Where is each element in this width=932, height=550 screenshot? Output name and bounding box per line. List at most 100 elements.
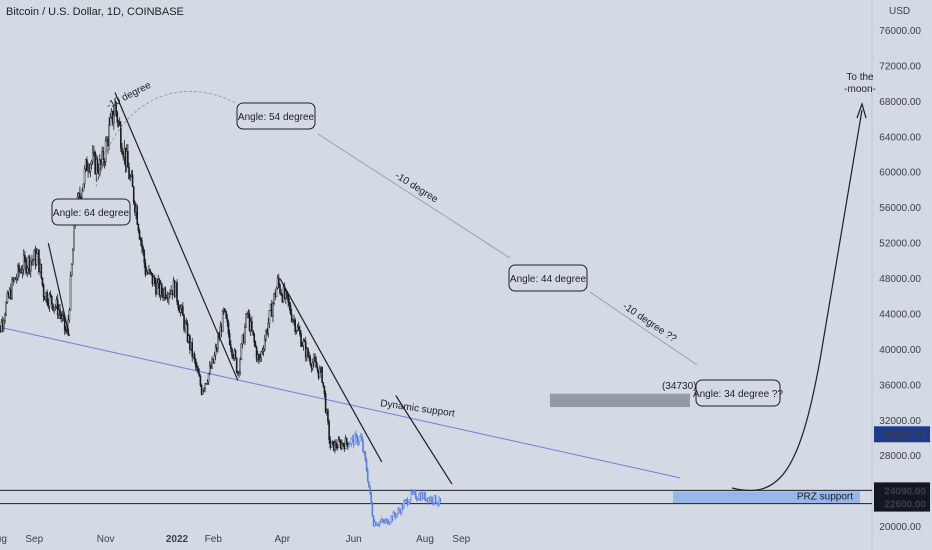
angle-54-label: Angle: 54 degree [238, 112, 315, 123]
candle [132, 185, 135, 205]
candle-body [289, 304, 292, 315]
candle [397, 506, 399, 516]
candle-body [279, 284, 281, 294]
candle [356, 434, 358, 446]
candle-body [29, 261, 32, 272]
candle-body [355, 433, 357, 436]
candle [121, 142, 123, 155]
candle [72, 247, 74, 265]
candle [435, 502, 438, 505]
candle-body [288, 301, 291, 306]
candle-body [406, 499, 409, 505]
candle [200, 383, 203, 396]
trendline-64 [47, 242, 70, 337]
candle-body [302, 340, 305, 346]
candle-body [142, 246, 144, 251]
y-tick-label: 44000.00 [879, 309, 921, 320]
candle [197, 364, 199, 374]
candle [213, 351, 216, 364]
candle [145, 266, 148, 276]
x-tick-label: Nov [97, 534, 115, 545]
candle [6, 290, 9, 305]
candle-body [356, 435, 358, 444]
candle [409, 499, 411, 504]
candle [386, 518, 389, 525]
candle-body [315, 360, 318, 368]
candle-body [348, 444, 350, 447]
candle-body [275, 287, 278, 298]
candle [184, 319, 186, 334]
candle [280, 289, 282, 296]
candle-body [164, 288, 167, 299]
candle-body [226, 318, 229, 323]
candle [31, 254, 33, 266]
candle-body [228, 333, 231, 345]
candle-body [328, 421, 330, 440]
candle-body [252, 330, 254, 335]
candle [208, 360, 211, 376]
candle [377, 522, 380, 527]
arc-label-3: -10 degree ?? [621, 301, 679, 345]
candle-body [5, 302, 7, 316]
x-tick-label: Feb [205, 534, 223, 545]
candle-body [323, 385, 326, 394]
candle-body [156, 282, 158, 295]
prz-support-zone [673, 491, 860, 504]
candle-body [362, 440, 364, 453]
candle-body [314, 357, 316, 362]
candle-body [365, 459, 368, 471]
level-label-22600-bg [874, 495, 930, 512]
candle-body [258, 354, 260, 361]
candle-body [342, 442, 344, 446]
candle-body [183, 315, 185, 330]
candle-body [230, 344, 232, 349]
candle-body [207, 372, 210, 383]
y-tick-label: 36000.00 [879, 380, 921, 391]
candle [3, 318, 5, 332]
candle-body [370, 492, 373, 504]
candle-body [18, 265, 20, 273]
candle [203, 387, 205, 393]
candle [358, 435, 361, 445]
candles [0, 97, 442, 528]
candle [185, 317, 188, 326]
candle [18, 262, 20, 278]
candle-body [138, 230, 141, 240]
candle-body [149, 269, 151, 273]
candle-body [90, 161, 93, 165]
candle [24, 251, 26, 263]
candle [372, 515, 375, 527]
candle [245, 312, 247, 329]
candle-body [46, 292, 48, 304]
candle-body [300, 333, 302, 347]
trendline-34 [395, 395, 453, 485]
candle [25, 256, 27, 276]
candle-body [136, 206, 139, 225]
candle-body [15, 277, 18, 280]
y-tick-label: 68000.00 [879, 97, 921, 108]
candle [406, 496, 409, 507]
candle-body [254, 341, 257, 348]
candle-body [251, 321, 253, 331]
candle [169, 289, 171, 298]
candle-body [225, 311, 227, 319]
candle [357, 438, 360, 447]
x-tick-label: 2022 [166, 534, 189, 545]
angle-34-label-box [695, 379, 781, 407]
x-tick-label: Apr [275, 534, 291, 545]
candle [238, 370, 240, 378]
candle [252, 330, 254, 337]
candle [5, 300, 7, 317]
candle [138, 228, 141, 240]
angle-54-label-box [236, 102, 316, 130]
candle-body [280, 292, 282, 296]
angle-44-label: Angle: 44 degree [510, 274, 587, 285]
candle-body [196, 365, 198, 369]
candle [307, 347, 309, 358]
candle-body [26, 267, 29, 273]
candle [368, 481, 370, 488]
candle [400, 503, 403, 516]
candle-body [321, 367, 323, 383]
currency-label: USD [889, 6, 910, 17]
